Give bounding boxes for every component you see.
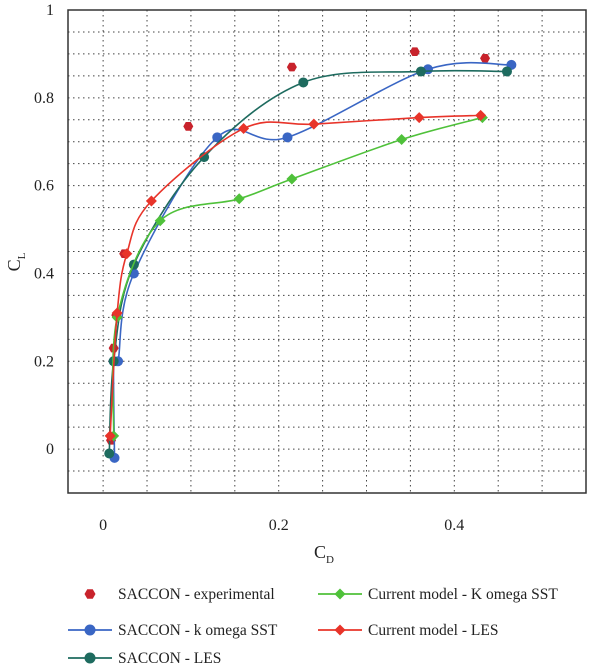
data-point	[475, 109, 487, 121]
legend-item: SACCON - k omega SST	[68, 622, 278, 639]
x-axis-label: CD	[314, 542, 334, 566]
data-point	[286, 173, 298, 185]
legend-label: Current model - K omega SST	[368, 586, 558, 603]
x-tick-label: 0.2	[269, 517, 289, 534]
y-axis-ticks: 0 0.2 0.4 0.6 0.8 1	[34, 2, 54, 458]
legend-label: SACCON - experimental	[118, 586, 275, 603]
data-point	[104, 430, 116, 442]
data-point	[154, 215, 166, 227]
y-tick-label: 1	[46, 2, 54, 19]
data-point	[308, 118, 320, 130]
legend-label: Current model - LES	[368, 622, 498, 639]
legend-item: SACCON - experimental	[84, 586, 275, 603]
grid	[68, 10, 586, 494]
data-point	[413, 112, 425, 124]
plot-frame	[67, 9, 587, 494]
series-saccon-experimental	[106, 47, 491, 445]
y-tick-label: 0.2	[34, 353, 54, 370]
series-line	[111, 116, 483, 436]
series-current-model-k-omega-sst	[108, 112, 488, 442]
data-point	[334, 624, 346, 636]
series-line	[109, 114, 481, 436]
data-point	[183, 122, 194, 131]
legend-item: Current model - LES	[318, 622, 498, 639]
data-point	[104, 448, 115, 459]
data-point	[282, 132, 293, 143]
data-point	[84, 624, 96, 636]
data-point	[396, 134, 408, 146]
y-axis-label: CL	[4, 252, 28, 271]
series-layer	[104, 47, 517, 463]
data-point	[415, 66, 426, 77]
data-point	[233, 193, 245, 205]
y-tick-label: 0.4	[34, 265, 54, 282]
series-current-model-les	[104, 109, 487, 442]
data-point	[480, 53, 491, 63]
data-point	[238, 123, 250, 135]
legend-item: SACCON - LES	[68, 650, 221, 667]
data-point	[501, 66, 512, 77]
data-point	[199, 152, 210, 163]
y-tick-label: 0.8	[34, 90, 54, 107]
x-tick-label: 0	[99, 517, 107, 534]
x-tick-label: 0.4	[444, 517, 464, 534]
y-tick-label: 0.6	[34, 178, 54, 195]
legend: SACCON - experimental Current model - K o…	[68, 586, 558, 667]
data-point	[145, 195, 157, 207]
legend-item: Current model - K omega SST	[318, 586, 558, 603]
x-axis-ticks: 0 0.2 0.4	[99, 517, 464, 534]
y-tick-label: 0	[46, 441, 54, 458]
legend-label: SACCON - k omega SST	[118, 622, 278, 639]
legend-label: SACCON - LES	[118, 650, 221, 667]
data-point	[298, 77, 309, 88]
data-point	[84, 652, 96, 664]
data-point	[84, 589, 96, 599]
data-point	[121, 248, 133, 260]
data-point	[212, 132, 223, 143]
data-point	[286, 62, 297, 72]
data-point	[111, 307, 123, 319]
data-point	[334, 588, 346, 600]
data-point	[409, 47, 420, 57]
